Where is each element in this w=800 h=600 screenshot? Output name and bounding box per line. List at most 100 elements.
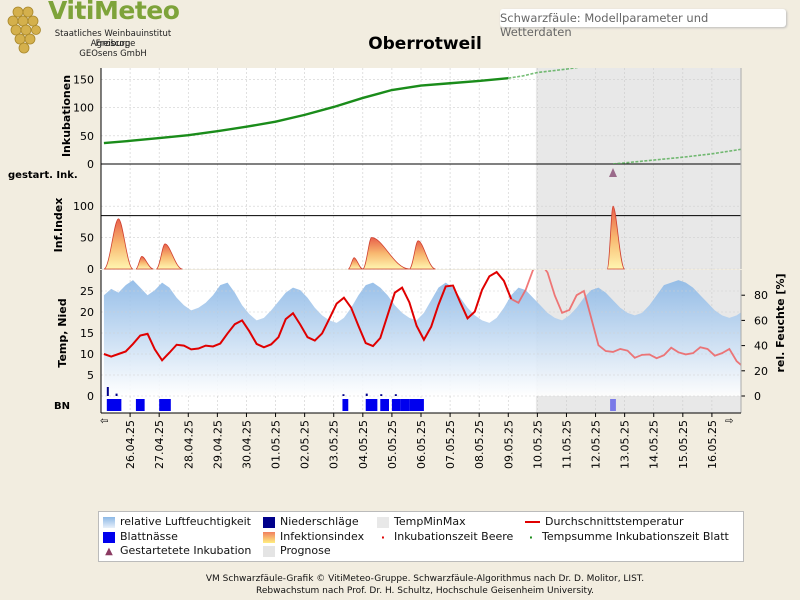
date-tick-label: 11.05.25: [560, 420, 573, 469]
humidity-ytick-label: 60: [754, 314, 768, 327]
prognose-region-inkubationen: [535, 68, 741, 164]
infection-peak: [155, 243, 183, 270]
date-tick-label: 01.05.25: [270, 420, 283, 469]
precipitation-bar: [365, 393, 368, 396]
precipitation-bar: [342, 394, 345, 396]
leaf-wetness-bar: [135, 399, 145, 411]
date-tick-label: 07.05.25: [444, 420, 457, 469]
ink-ytick-label: 50: [80, 130, 94, 143]
precipitation-bar: [106, 387, 109, 396]
ink-ytick-label: 150: [73, 73, 94, 86]
ink-ytick-label: 100: [73, 102, 94, 115]
leaf-wetness-bar: [400, 399, 410, 411]
temp-ytick-label: 5: [87, 369, 94, 382]
date-tick-label: 09.05.25: [502, 420, 515, 469]
prognose-region-infindex: [535, 181, 741, 269]
date-tick-label: 27.04.25: [153, 420, 166, 469]
legend-item-niederschlaege: Niederschläge: [263, 515, 359, 528]
incubation-line-0: [103, 76, 509, 145]
legend-item-inkubationszeit-beere: · Inkubationszeit Beere: [377, 530, 513, 544]
footer-credit-1: VM Schwarzfäule-Grafik © VitiMeteo-Grupp…: [205, 574, 645, 584]
bn-ylabel: BN: [54, 401, 70, 412]
leaf-wetness-bar: [106, 399, 122, 411]
legend-item-luftfeuchtigkeit: relative Luftfeuchtigkeit: [103, 515, 251, 528]
date-tick-label: 02.05.25: [299, 420, 312, 469]
leaf-dot-icon: ·: [528, 530, 534, 544]
logo-line-3: GEOsens GmbH: [79, 49, 147, 59]
precipitation-bar: [394, 394, 397, 396]
legend-item-blattnaesse: Blattnässe: [103, 530, 178, 543]
infection-peak: [348, 257, 363, 270]
date-tick-label: 10.05.25: [531, 420, 544, 469]
triangle-marker-icon: ▲: [105, 545, 113, 557]
infection-peak: [362, 237, 410, 270]
date-tick-label: 26.04.25: [124, 420, 137, 469]
infection-peak: [408, 240, 436, 270]
temp-ytick-label: 20: [80, 306, 94, 319]
infection-peak: [135, 256, 154, 270]
temp-ytick-label: 0: [87, 390, 94, 403]
subtitle: Schwarzfäule: Modellparameter und Wetter…: [500, 11, 709, 39]
vitimeteo-logo: VitiMeteo Staatliches Weinbauinstitut Fr…: [4, 0, 184, 60]
precipitation-bar: [380, 394, 383, 396]
humidity-ytick-label: 80: [754, 289, 768, 302]
ink-ytick-label: 0: [87, 158, 94, 171]
logo-line-1: Staatliches Weinbauinstitut Freiburg: [54, 29, 172, 49]
grape-logo-icon: [7, 6, 41, 54]
date-tick-label: 15.05.25: [677, 420, 690, 469]
temp-ylabel: Temp, Nied: [56, 298, 69, 367]
legend-item-durchschnittstemperatur: Durchschnittstemperatur: [525, 515, 684, 528]
humidity-swatch-icon: [103, 516, 115, 528]
infection-peak: [606, 205, 626, 270]
precipitation-bar: [115, 393, 118, 396]
leaf-wetness-bar: [391, 399, 401, 411]
date-tick-label: 04.05.25: [357, 420, 370, 469]
chart-title: Oberrotweil: [368, 34, 482, 54]
footer-credit-2: Rebwachstum nach Prof. Dr. H. Schultz, H…: [256, 586, 594, 596]
date-tick-label: 30.04.25: [240, 420, 253, 469]
temperature-line-icon: [525, 521, 540, 523]
leaf-wetness-bar: [409, 399, 424, 411]
legend-item-prognose: Prognose: [263, 544, 331, 557]
date-tick-label: 29.04.25: [211, 420, 224, 469]
inf-ytick-label: 100: [73, 200, 94, 213]
leaf-wetness-bar: [342, 399, 349, 411]
gestartete-ylabel: gestart. Ink.: [8, 170, 78, 181]
legend-item-infektionsindex: Infektionsindex: [263, 530, 364, 543]
humidity-ytick-label: 20: [754, 365, 768, 378]
logo-title: VitiMeteo: [48, 0, 180, 25]
precip-swatch-icon: [263, 516, 275, 528]
temp-ytick-label: 10: [80, 348, 94, 361]
date-tick-label: 05.05.25: [386, 420, 399, 469]
inf-ylabel: Inf.Index: [52, 198, 65, 253]
date-tick-label: 08.05.25: [473, 420, 486, 469]
leaf-wetness-bar: [610, 399, 616, 411]
date-tick-label: 12.05.25: [590, 420, 603, 469]
date-tick-label: 03.05.25: [328, 420, 341, 469]
date-tick-label: 28.04.25: [182, 420, 195, 469]
leaf-wetness-bar: [365, 399, 378, 411]
tempminmax-swatch-icon: [377, 516, 389, 528]
humidity-ylabel: rel. Feuchte [%]: [774, 274, 787, 373]
berry-dot-icon: ·: [380, 530, 386, 544]
infection-peak: [103, 218, 134, 270]
date-tick-label: 13.05.25: [619, 420, 632, 469]
legend-item-gestartete-inkubation: ▲ Gestartetete Inkubation: [103, 544, 251, 557]
ink-ylabel: Inkubationen: [60, 75, 73, 157]
date-tick-label: 16.05.25: [706, 420, 719, 469]
temp-ytick-label: 15: [80, 327, 94, 340]
incubation-forecast-line-0: [508, 68, 579, 79]
logo-line-2: Agroscope: [90, 39, 136, 49]
temperature-line: [103, 270, 513, 362]
inf-ytick-label: 50: [80, 232, 94, 245]
incubation-forecast-line-1: [612, 148, 741, 164]
scroll-right-icon[interactable]: ⇨: [725, 416, 733, 427]
gestartete-marker: [609, 168, 617, 177]
forecast-swatch-icon: [263, 545, 275, 557]
scroll-left-icon: ⇦: [100, 416, 108, 427]
date-tick-label: 06.05.25: [415, 420, 428, 469]
legend-item-tempminmax: TempMinMax: [377, 515, 466, 528]
leaf-wetness-bar: [159, 399, 171, 411]
legend-item-tempsumme-blatt: · Tempsumme Inkubationszeit Blatt: [525, 530, 729, 544]
